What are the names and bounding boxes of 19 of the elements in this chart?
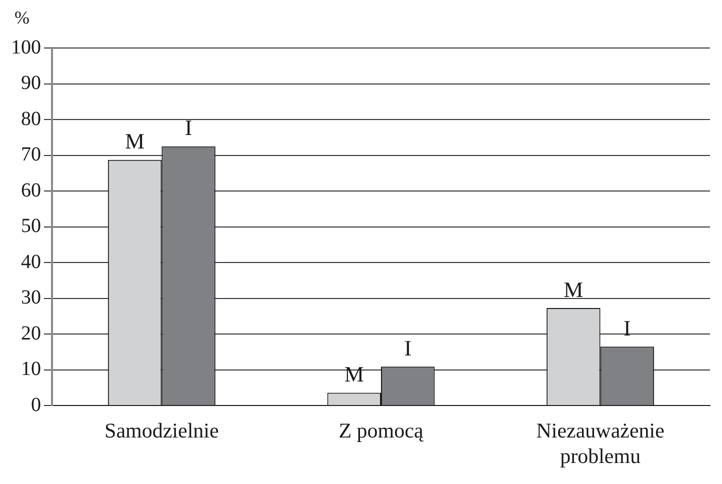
x-tick-label: Samodzielnie	[104, 418, 219, 443]
y-tick-label: 20	[21, 322, 41, 344]
y-tick-label: 0	[31, 394, 41, 416]
text: M	[564, 276, 584, 302]
series-label: I	[404, 335, 412, 360]
y-tick-label: 100	[11, 36, 41, 58]
y-tick-label: 30	[21, 286, 41, 309]
y-axis-title: %	[14, 8, 30, 28]
y-tick-label: 70	[21, 144, 41, 166]
text: M	[125, 128, 145, 154]
y-tick-label: 10	[21, 358, 41, 380]
y-tick-label: 40	[21, 250, 41, 273]
y-tick-label: 80	[21, 108, 41, 130]
y-tick-label: 50	[21, 215, 41, 238]
x-tick-label: Z pomocą	[338, 418, 424, 443]
y-tick-label: 60	[21, 179, 41, 202]
x-tick-label: Niezauważenie problemu	[536, 418, 664, 468]
text: I	[184, 115, 192, 140]
y-tick-label: 90	[21, 72, 41, 94]
